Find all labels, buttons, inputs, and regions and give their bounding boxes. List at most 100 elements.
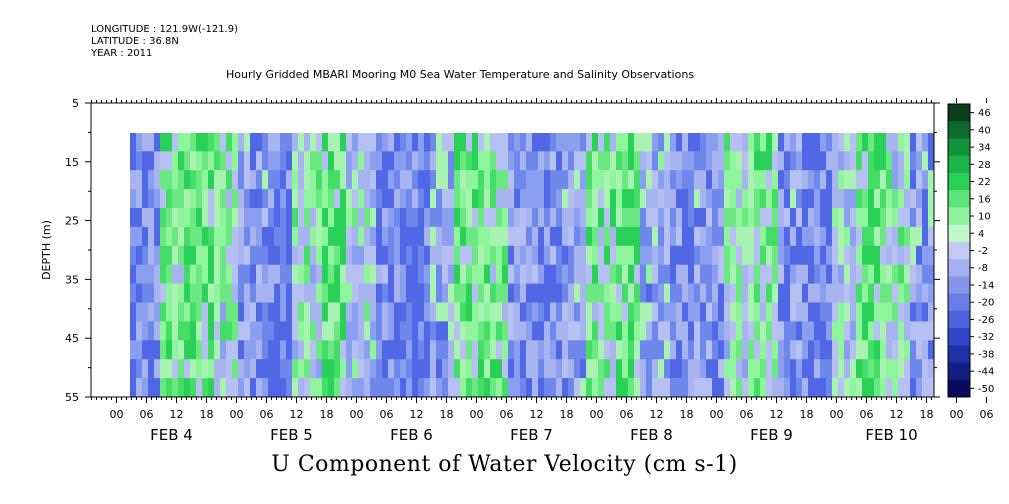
field-cell [340, 170, 347, 190]
field-cell [910, 170, 917, 190]
colorbar-label: -38 [978, 349, 994, 360]
field-cell [916, 302, 923, 322]
field-cell [682, 359, 689, 379]
field-cell [244, 170, 251, 190]
field-cell [862, 283, 869, 304]
field-cell [238, 226, 245, 247]
y-tick-label: 45 [65, 332, 79, 345]
field-cell [832, 208, 839, 228]
field-cell [520, 359, 527, 379]
field-cell [442, 378, 449, 397]
field-cell [850, 283, 857, 304]
field-cell [292, 245, 299, 266]
field-cell [538, 359, 545, 379]
colorbar-label: -26 [978, 315, 994, 326]
field-cell [544, 208, 551, 228]
field-cell [448, 189, 455, 209]
field-cell [454, 302, 461, 322]
field-cell [502, 245, 509, 266]
field-cell [730, 359, 737, 379]
field-cell [736, 245, 743, 266]
field-cell [928, 264, 934, 285]
field-cell [424, 321, 431, 341]
field-cell [166, 133, 173, 152]
field-cell [178, 226, 185, 247]
field-cell [556, 378, 563, 397]
field-cell [370, 302, 377, 322]
field-cell [844, 340, 851, 360]
field-cell [730, 151, 737, 171]
field-cell [436, 151, 443, 171]
field-cell [772, 321, 779, 341]
field-cell [628, 340, 635, 360]
field-cell [814, 302, 821, 322]
field-cell [352, 226, 359, 247]
field-cell [202, 226, 209, 247]
field-cell [484, 264, 491, 285]
field-cell [562, 208, 569, 228]
field-cell [250, 245, 257, 266]
field-cell [616, 208, 623, 228]
field-cell [160, 208, 167, 228]
field-cell [874, 321, 881, 341]
field-cell [262, 170, 269, 190]
field-cell [454, 189, 461, 209]
field-cell [754, 378, 761, 397]
field-cell [826, 302, 833, 322]
field-cell [514, 321, 521, 341]
field-cell [376, 189, 383, 209]
field-cell [154, 189, 161, 209]
field-cell [238, 321, 245, 341]
field-cell [904, 133, 911, 152]
field-cell [706, 189, 713, 209]
field-cell [802, 359, 809, 379]
field-cell [310, 151, 317, 171]
colorbar-band [948, 319, 970, 329]
field-cell [754, 283, 761, 304]
field-cell [496, 283, 503, 304]
field-cell [430, 189, 437, 209]
field-cell [418, 189, 425, 209]
field-cell [304, 151, 311, 171]
field-cell [520, 133, 527, 152]
field-cell [922, 151, 929, 171]
field-cell [928, 208, 934, 228]
x-tick-label: 18 [440, 408, 454, 421]
field-cell [640, 264, 647, 285]
field-cell [514, 340, 521, 360]
field-cell [190, 170, 197, 190]
field-cell [202, 359, 209, 379]
field-cell [778, 245, 785, 266]
field-cell [574, 189, 581, 209]
field-cell [226, 340, 233, 360]
field-cell [598, 321, 605, 341]
field-cell [262, 133, 269, 152]
field-cell [178, 245, 185, 266]
field-cell [220, 283, 227, 304]
field-cell [376, 264, 383, 285]
field-cell [544, 133, 551, 152]
field-cell [430, 208, 437, 228]
field-cell [310, 189, 317, 209]
field-cell [628, 226, 635, 247]
field-cell [244, 359, 251, 379]
field-cell [466, 226, 473, 247]
field-cell [214, 378, 221, 397]
field-cell [238, 151, 245, 171]
field-cell [214, 189, 221, 209]
field-cell [532, 321, 539, 341]
field-cell [292, 151, 299, 171]
field-cell [736, 359, 743, 379]
field-cell [160, 340, 167, 360]
field-cell [730, 226, 737, 247]
field-cell [808, 189, 815, 209]
field-cell [922, 226, 929, 247]
colorbar-label: -32 [978, 332, 994, 343]
field-cell [562, 226, 569, 247]
field-cell [748, 302, 755, 322]
field-cell [562, 302, 569, 322]
field-cell [592, 189, 599, 209]
field-cell [910, 133, 917, 152]
field-cell [826, 170, 833, 190]
